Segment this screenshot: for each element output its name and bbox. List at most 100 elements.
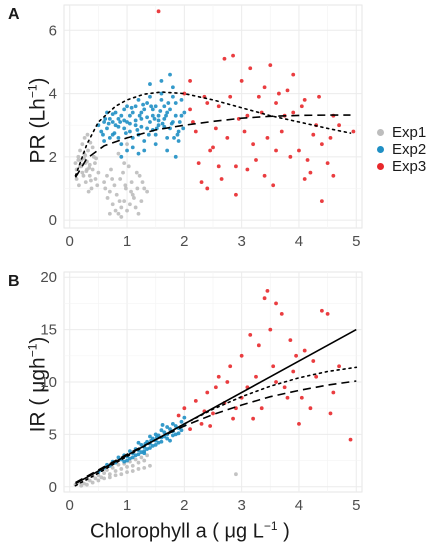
panel-b-point-exp1 <box>148 463 152 468</box>
panel-a-point-exp3 <box>311 132 316 137</box>
panel-b-fit-solid <box>75 328 357 485</box>
panel-a-point-exp2 <box>125 148 129 153</box>
panel-b-point-exp3 <box>308 406 313 411</box>
panel-b-point-exp3 <box>193 398 198 403</box>
panel-a-ytick-label: 0 <box>49 212 57 229</box>
panel-a-point-exp1 <box>86 148 90 153</box>
panel-a-point-exp2 <box>122 107 127 112</box>
panel-b-point-exp2 <box>168 427 172 432</box>
panel-a-point-exp2 <box>125 120 129 124</box>
panel-a-point-exp2 <box>133 104 138 109</box>
panel-a-point-exp1 <box>122 199 127 204</box>
panel-b-point-exp3 <box>337 364 341 369</box>
panel-a-point-exp1 <box>136 211 141 216</box>
panel-b-ytick-label: 20 <box>40 269 57 286</box>
panel-a-point-exp1 <box>105 196 110 200</box>
panel-a-point-exp2 <box>148 94 152 99</box>
panel-b-point-exp1 <box>128 459 132 464</box>
panel-b-point-exp3 <box>325 312 330 316</box>
panel-b-point-exp2 <box>136 452 141 457</box>
panel-a-point-exp1 <box>102 180 107 185</box>
panel-a-point-exp2 <box>136 151 141 156</box>
panel-a-point-exp2 <box>137 113 142 118</box>
panel-a-point-exp1 <box>121 170 125 175</box>
panel-a-point-exp1 <box>118 177 123 181</box>
panel-a-point-exp2 <box>176 139 181 143</box>
panel-a-point-exp2 <box>106 121 111 126</box>
panel-a-point-exp2 <box>156 113 161 118</box>
panel-b-point-exp2 <box>168 438 172 443</box>
panel-b-point-exp1 <box>93 476 98 481</box>
panel-a-point-exp3 <box>291 72 296 77</box>
panel-a-point-exp1 <box>145 189 149 194</box>
panel-b-point-exp3 <box>239 353 244 358</box>
panel-a-point-exp2 <box>150 107 155 112</box>
panel-a-point-exp1 <box>109 167 113 172</box>
panel-a-point-exp3 <box>325 161 330 166</box>
panel-a-point-exp2 <box>139 110 144 115</box>
panel-b-ytick-label: 5 <box>49 426 57 443</box>
panel-a-xtick-label: 3 <box>237 233 245 250</box>
panel-a-point-exp1 <box>95 183 100 188</box>
panel-a-point-exp3 <box>302 177 307 181</box>
panel-a-point-exp2 <box>113 123 118 128</box>
panel-b-point-exp3 <box>302 348 307 353</box>
panel-a-point-exp2 <box>135 128 140 132</box>
panel-a-point-exp3 <box>188 107 192 112</box>
panel-a-point-exp2 <box>168 107 172 112</box>
panel-b-point-exp2 <box>153 442 158 447</box>
panel-a-point-exp3 <box>211 145 215 150</box>
panel-a-ytick-label: 6 <box>49 22 57 39</box>
panel-b-point-exp2 <box>145 447 149 451</box>
panel-b-point-exp3 <box>285 395 290 400</box>
panel-a-point-exp2 <box>149 104 154 109</box>
panel-a-point-exp3 <box>268 63 273 67</box>
panel-b-point-exp3 <box>314 374 319 379</box>
panel-a-point-exp3 <box>245 113 250 118</box>
panel-b-point-exp3 <box>188 427 192 432</box>
panel-a-point-exp2 <box>176 129 181 134</box>
panel-a-point-exp2 <box>116 124 121 129</box>
panel-b-point-exp2 <box>148 446 152 450</box>
panel-a-point-exp1 <box>125 142 129 147</box>
panel-a-point-exp2 <box>142 107 147 112</box>
panel-a-point-exp2 <box>177 120 182 124</box>
panel-a-point-exp2 <box>107 116 112 121</box>
panel-a-point-exp2 <box>158 109 163 113</box>
panel-a-point-exp2 <box>179 97 184 102</box>
panel-a-point-exp3 <box>228 94 233 99</box>
panel-a-point-exp1 <box>86 189 91 194</box>
panel-b-point-exp1 <box>119 472 124 477</box>
panel-a-xtick-label: 1 <box>123 233 131 250</box>
legend-label-exp2: Exp2 <box>392 141 427 158</box>
panel-b-point-exp2 <box>128 456 132 461</box>
panel-a-point-exp2 <box>102 139 107 143</box>
legend-item-exp3: Exp3 <box>377 158 426 175</box>
panel-a-point-exp1 <box>117 199 122 204</box>
panel-a-point-exp3 <box>271 183 276 188</box>
panel-a-point-exp2 <box>102 120 107 124</box>
panel-a-ytick-label: 4 <box>49 86 57 103</box>
panel-a-point-exp2 <box>153 104 158 109</box>
panel-a-point-exp2 <box>145 115 149 120</box>
panel-b-point-exp1 <box>110 466 115 470</box>
panel-a-point-exp2 <box>156 123 161 128</box>
panel-b-point-exp3 <box>176 413 181 418</box>
panel-a-point-exp1 <box>76 154 81 159</box>
panel-b-point-exp2 <box>128 449 132 454</box>
panel-a-point-exp3 <box>254 158 258 162</box>
panel-a-point-exp1 <box>113 208 118 213</box>
panel-a-point-exp1 <box>78 148 82 153</box>
panel-a-xtick-label: 2 <box>180 233 188 250</box>
panel-a-point-exp2 <box>170 85 175 90</box>
panel-a-point-exp2 <box>165 135 170 140</box>
panel-a-point-exp2 <box>168 72 172 77</box>
panel-a-point-exp1 <box>142 186 147 191</box>
panel-b-point-exp1 <box>142 466 147 470</box>
panel-a-point-exp1 <box>90 145 95 150</box>
panel-b-point-exp2 <box>148 434 152 439</box>
panel-b-point-exp1 <box>130 463 135 468</box>
panel-b-point-exp1 <box>234 472 238 477</box>
panel-b-point-exp3 <box>319 308 324 313</box>
